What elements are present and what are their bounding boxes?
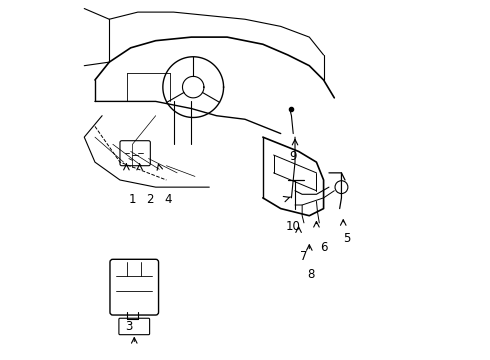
Text: 9: 9 bbox=[290, 150, 297, 163]
FancyBboxPatch shape bbox=[120, 141, 150, 166]
Text: 8: 8 bbox=[307, 268, 315, 281]
FancyBboxPatch shape bbox=[110, 259, 159, 315]
FancyBboxPatch shape bbox=[119, 318, 149, 335]
Text: 3: 3 bbox=[125, 320, 133, 333]
Text: 4: 4 bbox=[165, 193, 172, 206]
Text: 1: 1 bbox=[129, 193, 136, 206]
Circle shape bbox=[335, 181, 348, 194]
Text: 10: 10 bbox=[286, 220, 301, 233]
Text: 5: 5 bbox=[343, 233, 350, 246]
Text: 6: 6 bbox=[320, 241, 327, 255]
Text: 7: 7 bbox=[300, 250, 308, 263]
Text: 2: 2 bbox=[147, 193, 154, 206]
